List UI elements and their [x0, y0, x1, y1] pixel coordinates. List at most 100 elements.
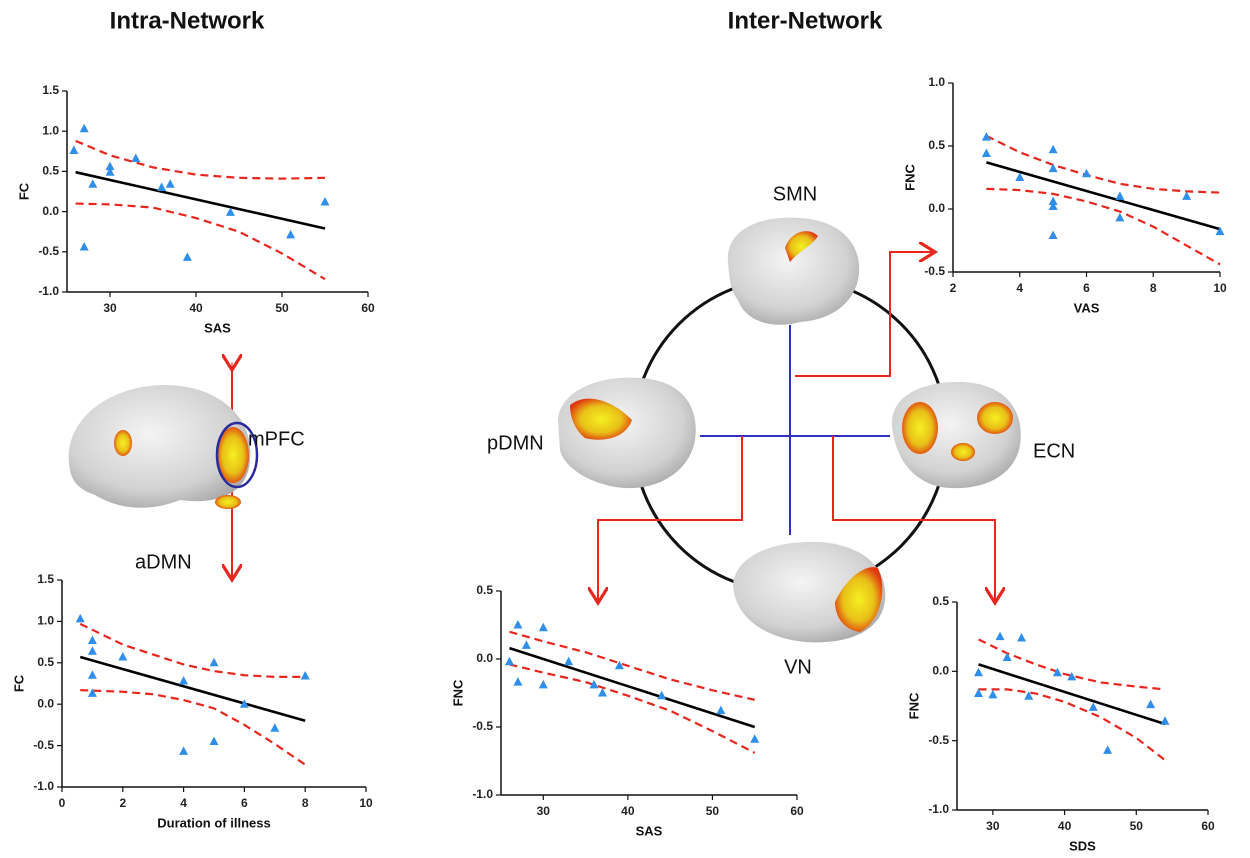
data-point	[1103, 745, 1112, 754]
data-point	[88, 179, 97, 188]
y-tick-label: -1.0	[33, 779, 54, 793]
y-tick-label: 1.5	[37, 572, 54, 586]
y-axis-label: FC	[16, 182, 31, 200]
brain-ecn	[892, 382, 1021, 488]
network-label: aDMN	[135, 551, 192, 573]
x-tick-label: 40	[1058, 819, 1072, 833]
brain-vn	[733, 542, 885, 643]
y-tick-label: 0.5	[928, 138, 945, 152]
data-point	[1146, 700, 1155, 709]
data-point	[513, 677, 522, 686]
x-tick-label: 30	[537, 804, 551, 818]
x-tick-label: 10	[359, 796, 373, 810]
data-point	[1049, 145, 1058, 154]
y-tick-label: 0.5	[476, 583, 493, 597]
y-axis-label: FC	[11, 674, 26, 692]
x-tick-label: 4	[180, 796, 187, 810]
x-tick-label: 2	[950, 281, 957, 295]
y-tick-label: 1.0	[42, 123, 59, 137]
x-tick-label: 60	[361, 301, 375, 315]
ci-upper	[979, 639, 1165, 689]
data-point	[513, 620, 522, 629]
x-axis-label: SDS	[1069, 838, 1096, 853]
data-point	[69, 145, 78, 154]
x-axis-label: SAS	[204, 320, 231, 335]
x-tick-label: 50	[275, 301, 289, 315]
ci-lower	[986, 189, 1220, 265]
x-tick-label: 30	[986, 819, 1000, 833]
y-axis-label: FNC	[450, 679, 465, 706]
data-point	[1115, 213, 1124, 222]
y-tick-label: 0.0	[42, 204, 59, 218]
data-point	[1049, 164, 1058, 173]
ci-upper	[80, 624, 305, 677]
data-point	[286, 230, 295, 239]
data-point	[750, 734, 759, 743]
network-label: VN	[784, 656, 812, 678]
ci-lower	[509, 664, 754, 752]
data-point	[1049, 230, 1058, 239]
data-point	[1089, 702, 1098, 711]
x-axis-label: VAS	[1074, 300, 1100, 315]
y-tick-label: -0.5	[472, 719, 493, 733]
ci-upper	[509, 632, 754, 700]
data-point	[1182, 191, 1191, 200]
y-axis-label: FNC	[902, 164, 917, 191]
data-point	[88, 670, 97, 679]
y-tick-label: 0.5	[42, 164, 59, 178]
heading: Intra-Network	[110, 7, 265, 34]
data-point	[210, 736, 219, 745]
ci-lower	[80, 690, 305, 765]
x-tick-label: 6	[1083, 281, 1090, 295]
x-axis-label: SAS	[636, 823, 663, 838]
data-point	[982, 149, 991, 158]
x-tick-label: 50	[706, 804, 720, 818]
data-point	[1160, 716, 1169, 725]
brain-admn	[69, 385, 257, 509]
y-tick-label: 0.5	[932, 594, 949, 608]
y-tick-label: 1.0	[37, 614, 54, 628]
y-axis-label: FNC	[906, 692, 921, 719]
data-point	[179, 676, 188, 685]
data-point	[210, 658, 219, 667]
brain-smn	[728, 218, 859, 325]
data-point	[564, 657, 573, 666]
x-tick-label: 30	[103, 301, 117, 315]
y-tick-label: 0.5	[37, 655, 54, 669]
data-point	[539, 623, 548, 632]
data-point	[76, 614, 85, 623]
data-point	[321, 197, 330, 206]
x-tick-label: 40	[189, 301, 203, 315]
data-point	[157, 182, 166, 191]
network-label: SMN	[773, 183, 817, 205]
data-point	[716, 706, 725, 715]
y-tick-label: -0.5	[924, 264, 945, 278]
data-point	[131, 154, 140, 163]
x-tick-label: 40	[621, 804, 635, 818]
x-tick-label: 8	[302, 796, 309, 810]
data-point	[80, 124, 89, 132]
x-axis-label: Duration of illness	[157, 815, 270, 830]
network-label: mPFC	[248, 428, 305, 450]
data-point	[1017, 633, 1026, 642]
y-tick-label: -0.5	[38, 244, 59, 258]
x-tick-label: 8	[1150, 281, 1157, 295]
y-tick-label: 0.0	[932, 664, 949, 678]
y-tick-label: -1.0	[472, 787, 493, 801]
y-tick-label: 0.0	[476, 651, 493, 665]
x-tick-label: 2	[119, 796, 126, 810]
data-point	[80, 242, 89, 251]
y-tick-label: -0.5	[928, 733, 949, 747]
x-tick-label: 50	[1130, 819, 1144, 833]
x-tick-label: 60	[790, 804, 804, 818]
ci-upper	[986, 136, 1220, 193]
data-point	[974, 668, 983, 677]
x-tick-label: 60	[1201, 819, 1215, 833]
x-tick-label: 4	[1016, 281, 1023, 295]
data-point	[1053, 668, 1062, 677]
data-point	[88, 646, 97, 655]
network-label: pDMN	[487, 432, 544, 454]
y-tick-label: 1.5	[42, 83, 59, 97]
data-point	[1003, 652, 1012, 661]
ci-lower	[76, 204, 325, 280]
